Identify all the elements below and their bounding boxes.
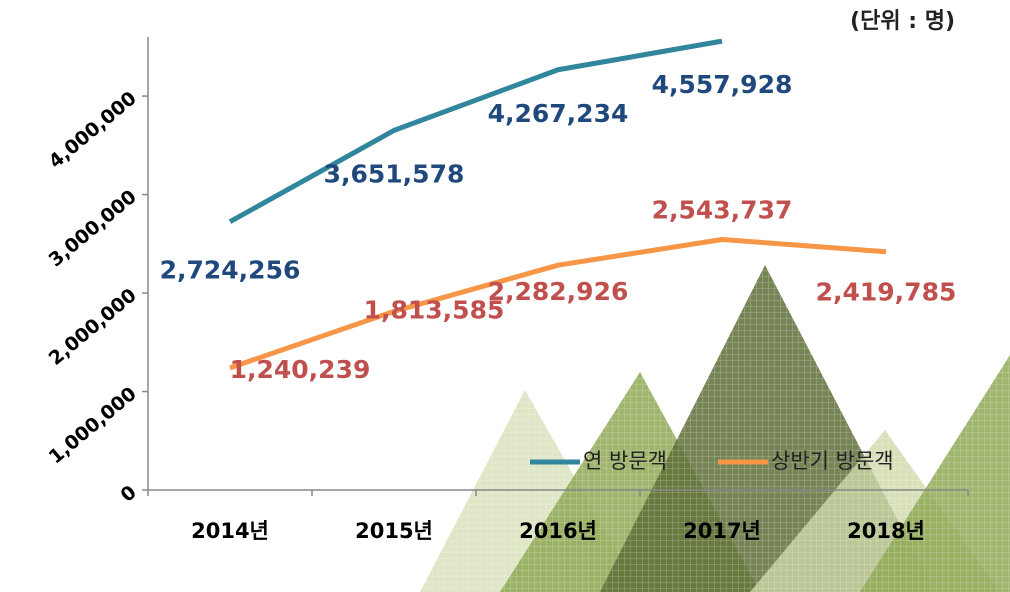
value-label: 2,543,737 xyxy=(652,195,793,224)
value-label: 1,813,585 xyxy=(364,295,505,324)
value-label: 3,651,578 xyxy=(324,159,465,188)
value-label: 2,419,785 xyxy=(816,278,957,307)
value-label: 1,240,239 xyxy=(230,355,371,384)
series-line xyxy=(230,41,722,222)
x-tick-label: 2016년 xyxy=(519,519,597,543)
y-tick-label: 3,000,000 xyxy=(45,186,141,272)
y-tick-label: 2,000,000 xyxy=(45,284,141,370)
legend-label: 연 방문객 xyxy=(583,449,667,473)
x-tick-label: 2014년 xyxy=(191,519,269,543)
x-tick-label: 2017년 xyxy=(683,519,761,543)
value-label: 2,724,256 xyxy=(160,256,301,285)
unit-label: (단위 : 명) xyxy=(850,9,955,34)
legend-label: 상반기 방문객 xyxy=(771,449,894,473)
chart: (단위 : 명) 연 방문객 상반기 방문객 0 1,000,000 2,000,00… xyxy=(0,0,1010,592)
value-label: 2,282,926 xyxy=(488,277,629,306)
y-tick-label: 4,000,000 xyxy=(45,87,141,173)
x-tick-label: 2018년 xyxy=(847,519,925,543)
y-tick-label: 1,000,000 xyxy=(45,383,141,469)
value-label: 4,557,928 xyxy=(652,70,793,99)
x-tick-label: 2015년 xyxy=(355,519,433,543)
value-label: 4,267,234 xyxy=(488,99,629,128)
y-tick-label: 0 xyxy=(116,481,140,506)
